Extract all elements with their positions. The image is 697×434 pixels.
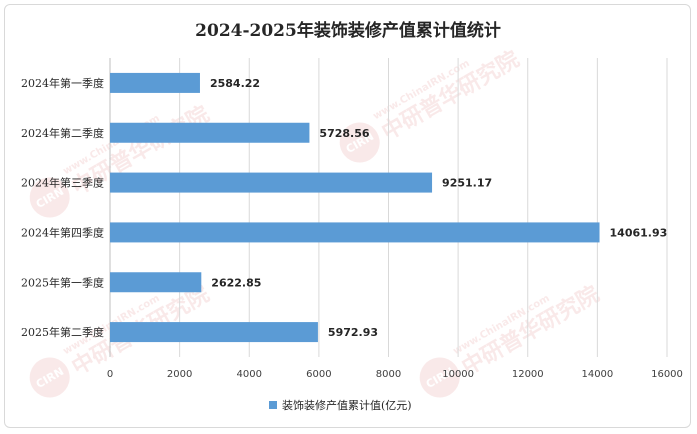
bar[interactable] [110,322,318,343]
data-label: 9251.17 [442,177,492,190]
watermark-logo [339,122,380,163]
category-label: 2024年第二季度 [21,126,104,140]
watermark-logo [29,357,70,398]
x-tick-label: 14000 [581,369,613,380]
data-label: 5728.56 [319,127,369,140]
watermark-logo [419,357,460,398]
bar[interactable] [110,172,433,193]
category-label: 2025年第一季度 [21,275,104,289]
x-tick-labels: 0 2000 4000 6000 8000 10000 12000 14000 16000 [107,369,683,380]
legend[interactable]: 装饰装修产值累计值(亿元) [269,398,412,412]
x-tick-label: 16000 [651,369,683,380]
category-label: 2024年第一季度 [21,76,104,90]
x-tick-label: 8000 [376,369,401,380]
x-tick-label: 10000 [442,369,474,380]
data-label: 5972.93 [328,326,378,339]
category-labels: 2024年第一季度 2024年第二季度 2024年第三季度 2024年第四季度 2025… [21,76,104,339]
x-tick-label: 6000 [306,369,331,380]
data-labels: 2584.22 5728.56 9251.17 14061.93 2622.85 5972… [210,77,667,339]
data-label: 2622.85 [211,276,261,289]
data-label: 2584.22 [210,77,260,90]
x-tick-label: 4000 [237,369,262,380]
category-label: 2025年第二季度 [21,325,104,339]
watermark-logo [29,177,70,218]
x-tick-label: 2000 [167,369,192,380]
data-label: 14061.93 [610,226,668,239]
legend-label: 装饰装修产值累计值(亿元) [282,398,412,412]
gridlines [109,58,668,357]
chart-title: 2024-2025年装饰装修产值累计值统计 [195,20,501,41]
x-tick-label: 12000 [512,369,544,380]
legend-swatch [269,401,277,409]
bar[interactable] [110,72,200,93]
bar[interactable] [110,272,202,293]
category-label: 2024年第三季度 [21,176,104,190]
x-tick-label: 0 [107,369,113,380]
bars [110,72,600,343]
bar[interactable] [110,222,600,243]
bar[interactable] [110,122,310,143]
category-label: 2024年第四季度 [21,225,104,239]
